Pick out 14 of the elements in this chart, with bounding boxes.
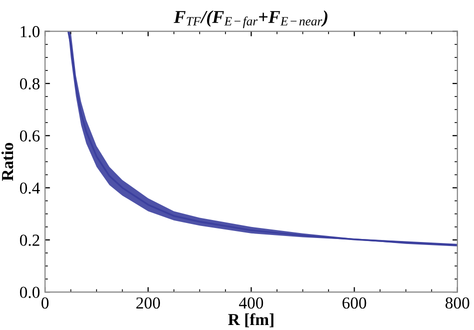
x-tick-label: 800 bbox=[446, 297, 470, 309]
x-tick-label: 0 bbox=[42, 297, 49, 309]
y-axis-title: Ratio bbox=[1, 142, 14, 181]
y-tick-label: 1.0 bbox=[20, 26, 40, 38]
x-tick-label: 200 bbox=[136, 297, 160, 309]
y-tick-label: 0.8 bbox=[20, 78, 40, 90]
chart-title: F$_{TF}$/(F$_{E−far}$+F$_{E−near}$) bbox=[174, 10, 328, 28]
x-tick-label: 600 bbox=[342, 297, 366, 309]
x-tick-label: 400 bbox=[239, 297, 264, 309]
y-tick-label: 0.2 bbox=[20, 234, 40, 246]
y-tick-label: 0.0 bbox=[20, 286, 40, 298]
y-tick-label: 0.6 bbox=[20, 130, 40, 142]
x-axis-title: R [fm] bbox=[228, 313, 274, 328]
y-tick-label: 0.4 bbox=[20, 182, 40, 194]
